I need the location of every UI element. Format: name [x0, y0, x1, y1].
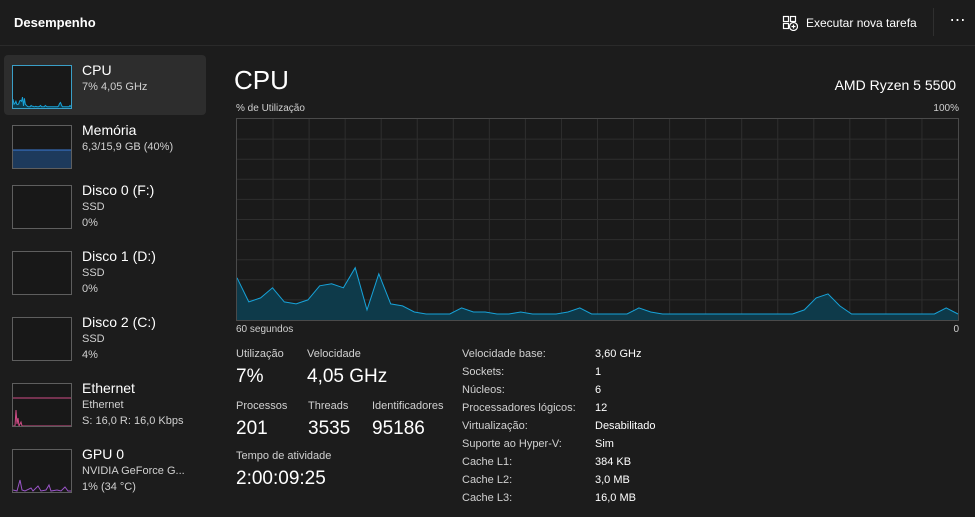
stat-value: 95186 — [372, 418, 425, 439]
sidebar-item-usage: S: 16,0 R: 16,0 Kbps — [82, 415, 184, 427]
spec-key: Cache L3: — [462, 492, 513, 504]
chart-grid — [237, 119, 958, 320]
stat-label: Threads — [308, 400, 349, 412]
sidebar-item-detail: Ethernet — [82, 399, 124, 411]
spec-key: Suporte ao Hyper-V: — [462, 438, 562, 450]
toolbar-divider — [933, 8, 934, 36]
sidebar-item-label: Disco 2 (C:) — [82, 314, 156, 330]
stat-label: Tempo de atividade — [236, 450, 332, 462]
stat-speed: Velocidade 4,05 GHz — [307, 347, 387, 390]
run-new-task-button[interactable]: Executar nova tarefa — [782, 12, 917, 34]
spec-value: Desabilitado — [595, 420, 656, 432]
sidebar-item-disk-2[interactable]: Disco 2 (C:) SSD 4% — [4, 307, 206, 367]
spec-value: 3,0 MB — [595, 474, 630, 486]
stat-label: Identificadores — [372, 400, 444, 412]
spec-key: Processadores lógicos: — [462, 402, 576, 414]
stat-value: 4,05 GHz — [307, 366, 388, 387]
spec-value: 1 — [595, 366, 602, 378]
sidebar-item-ethernet[interactable]: Ethernet Ethernet S: 16,0 R: 16,0 Kbps — [4, 373, 206, 433]
spec-value: 16,0 MB — [595, 492, 636, 504]
sidebar-item-usage: 0% — [82, 217, 98, 229]
sidebar-item-usage: 0% — [82, 283, 98, 295]
sidebar-item-disk-0[interactable]: Disco 0 (F:) SSD 0% — [4, 175, 206, 235]
y-axis-max-label: 100% — [933, 103, 959, 114]
title-bar: Desempenho Executar nova tarefa ⋯ — [0, 0, 975, 46]
run-new-task-label: Executar nova tarefa — [806, 16, 917, 30]
stat-value: 201 — [236, 418, 268, 439]
stat-value: 2:00:09:25 — [236, 468, 326, 489]
new-task-icon — [782, 15, 798, 31]
x-axis-right-label: 0 — [953, 324, 959, 335]
more-options-icon[interactable]: ⋯ — [949, 12, 967, 29]
sidebar-item-memory[interactable]: Memória 6,3/15,9 GB (40%) — [4, 115, 206, 175]
memory-mini-graph — [12, 125, 72, 169]
spec-value: 6 — [595, 384, 602, 396]
resource-sidebar: CPU 7% 4,05 GHz Memória 6,3/15,9 GB (40%… — [0, 47, 212, 517]
cpu-model-name: AMD Ryzen 5 5500 — [834, 77, 956, 93]
sidebar-item-usage: 1% (34 °C) — [82, 481, 136, 493]
cpu-detail-panel: CPU AMD Ryzen 5 5500 % de Utilização 100… — [212, 47, 975, 517]
spec-key: Cache L1: — [462, 456, 513, 468]
sidebar-item-disk-1[interactable]: Disco 1 (D:) SSD 0% — [4, 241, 206, 301]
sidebar-item-detail: SSD — [82, 267, 105, 279]
spec-value: 384 KB — [595, 456, 632, 468]
sidebar-item-label: Disco 1 (D:) — [82, 248, 156, 264]
sidebar-item-detail: 7% 4,05 GHz — [82, 81, 148, 93]
sidebar-item-label: CPU — [82, 62, 112, 78]
spec-key: Virtualização: — [462, 420, 528, 432]
cpu-utilization-chart — [236, 118, 959, 321]
spec-value: Sim — [595, 438, 614, 450]
sidebar-item-detail: NVIDIA GeForce G... — [82, 465, 185, 477]
spec-key: Sockets: — [462, 366, 505, 378]
cpu-mini-graph — [12, 65, 72, 109]
stat-handles: Identificadores 95186 — [372, 399, 444, 442]
sidebar-item-detail: SSD — [82, 333, 105, 345]
spec-key: Cache L2: — [462, 474, 513, 486]
disk-1-mini-graph — [12, 251, 72, 295]
stat-utilization: Utilização 7% — [236, 347, 284, 390]
ethernet-mini-graph — [12, 383, 72, 427]
utilization-area — [237, 267, 958, 320]
sidebar-item-label: Disco 0 (F:) — [82, 182, 155, 198]
utilization-line — [237, 266, 958, 315]
stat-uptime: Tempo de atividade 2:00:09:25 — [236, 449, 331, 492]
sidebar-item-label: Ethernet — [82, 380, 135, 396]
sidebar-item-cpu[interactable]: CPU 7% 4,05 GHz — [4, 55, 206, 115]
sidebar-item-gpu-0[interactable]: GPU 0 NVIDIA GeForce G... 1% (34 °C) — [4, 439, 206, 499]
stat-value: 7% — [236, 366, 264, 387]
stat-threads: Threads 3535 — [308, 399, 350, 442]
page-title: Desempenho — [14, 15, 96, 30]
stat-processes: Processos 201 — [236, 399, 287, 442]
stat-label: Utilização — [236, 348, 284, 360]
spec-value: 12 — [595, 402, 608, 414]
panel-title: CPU — [234, 65, 289, 95]
gpu-mini-graph — [12, 449, 72, 493]
y-axis-label: % de Utilização — [236, 103, 305, 114]
sidebar-item-detail: SSD — [82, 201, 105, 213]
stat-label: Processos — [236, 400, 288, 412]
sidebar-item-detail: 6,3/15,9 GB (40%) — [82, 141, 174, 153]
x-axis-left-label: 60 segundos — [236, 324, 294, 335]
stat-value: 3535 — [308, 418, 351, 439]
sidebar-item-usage: 4% — [82, 349, 98, 361]
spec-key: Núcleos: — [462, 384, 505, 396]
disk-2-mini-graph — [12, 317, 72, 361]
disk-0-mini-graph — [12, 185, 72, 229]
sidebar-item-label: Memória — [82, 122, 137, 138]
sidebar-item-label: GPU 0 — [82, 446, 125, 462]
spec-value: 3,60 GHz — [595, 348, 642, 360]
stat-label: Velocidade — [307, 348, 361, 360]
spec-key: Velocidade base: — [462, 348, 546, 360]
